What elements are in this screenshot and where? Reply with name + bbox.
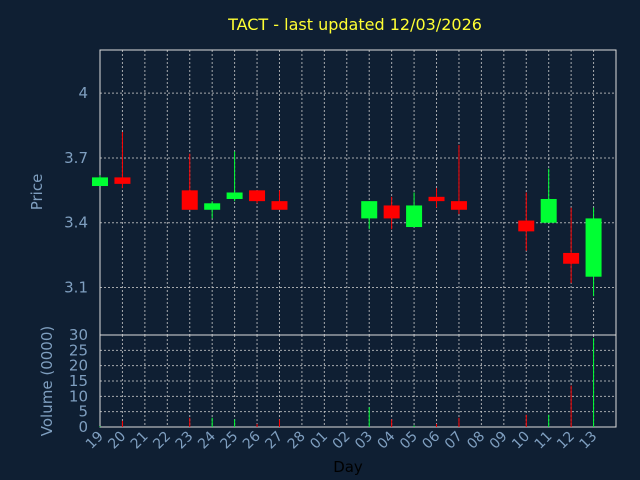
price-panel: 3.1 3.4 3.7 4 bbox=[64, 49, 617, 336]
volume-tick-label: 20 bbox=[69, 357, 88, 375]
candle-body bbox=[271, 201, 288, 210]
price-tick-label: 3.7 bbox=[64, 149, 88, 167]
candle-body bbox=[383, 205, 400, 219]
x-axis-label: Day bbox=[333, 458, 363, 476]
volume-tick-label: 30 bbox=[69, 326, 88, 344]
x-axis: 1920212223242526272801020304050607080910… bbox=[83, 428, 600, 452]
candle-body bbox=[361, 201, 378, 219]
candle-body bbox=[226, 192, 243, 199]
candle-body bbox=[450, 201, 467, 210]
candle-body bbox=[92, 177, 108, 187]
candle-body bbox=[518, 220, 535, 232]
volume-tick-label: 10 bbox=[69, 387, 88, 405]
candle-body bbox=[204, 203, 221, 210]
candle-body bbox=[181, 190, 198, 210]
candle-body bbox=[406, 205, 423, 228]
volume-axis-label: Volume (0000) bbox=[38, 326, 56, 436]
candle-body bbox=[585, 218, 602, 277]
candle-body bbox=[540, 198, 557, 223]
volume-tick-label: 5 bbox=[78, 403, 88, 421]
candle-body bbox=[249, 190, 266, 202]
volume-tick-label: 15 bbox=[69, 372, 88, 390]
candle-body bbox=[114, 177, 131, 184]
price-axis-label: Price bbox=[28, 174, 46, 211]
chart-title: TACT - last updated 12/03/2026 bbox=[227, 15, 482, 34]
candle-body bbox=[428, 196, 445, 202]
price-tick-label: 3.1 bbox=[64, 279, 88, 297]
price-tick-label: 3.4 bbox=[64, 214, 88, 232]
price-tick-label: 4 bbox=[78, 84, 88, 102]
volume-panel-frame bbox=[99, 334, 617, 428]
volume-tick-label: 25 bbox=[69, 341, 88, 359]
candle-body bbox=[563, 252, 580, 264]
volume-tick-label: 0 bbox=[78, 418, 88, 436]
